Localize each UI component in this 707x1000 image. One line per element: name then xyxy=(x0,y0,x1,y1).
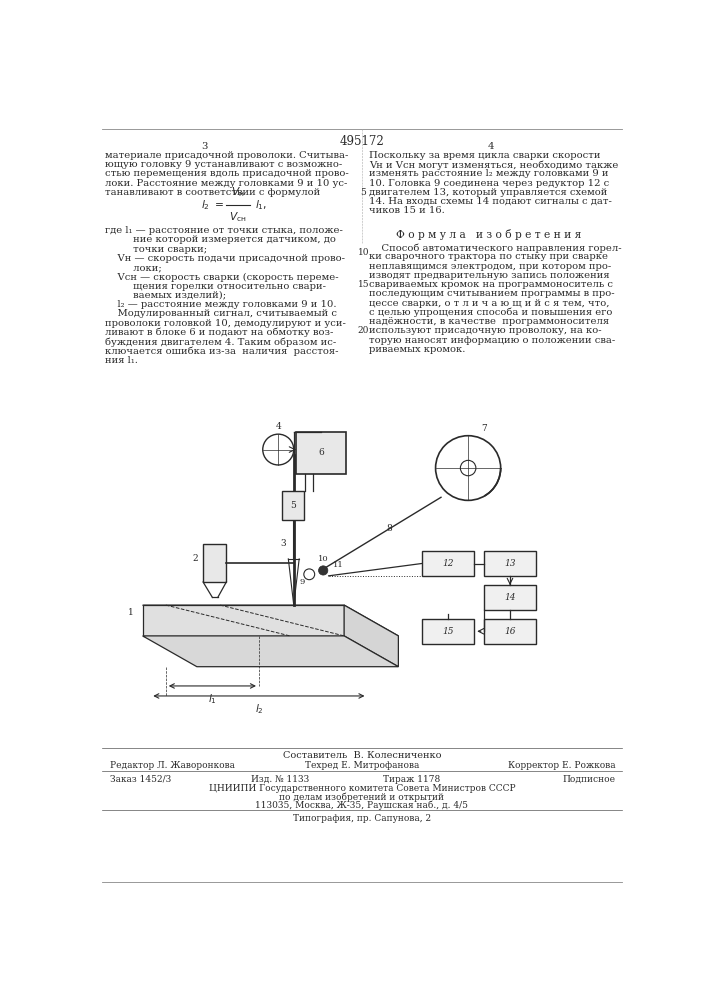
FancyBboxPatch shape xyxy=(484,619,537,644)
Text: неплавящимся электродом, при котором про-: неплавящимся электродом, при котором про… xyxy=(369,262,611,271)
Polygon shape xyxy=(344,605,398,667)
Text: Заказ 1452/3: Заказ 1452/3 xyxy=(110,774,171,784)
Text: Vн — скорость подачи присадочной прово-: Vн — скорость подачи присадочной прово- xyxy=(105,254,346,263)
Text: 5: 5 xyxy=(290,501,296,510)
Text: риваемых кромок.: риваемых кромок. xyxy=(369,345,465,354)
Text: локи;: локи; xyxy=(105,263,162,272)
Text: ключается ошибка из-за  наличия  расстоя-: ключается ошибка из-за наличия расстоя- xyxy=(105,346,339,356)
Text: $l_2$: $l_2$ xyxy=(201,198,210,212)
Text: ваемых изделий);: ваемых изделий); xyxy=(105,291,226,300)
FancyBboxPatch shape xyxy=(484,551,537,576)
Polygon shape xyxy=(143,636,398,667)
Text: Vн и Vсн могут изменяться, необходимо также: Vн и Vсн могут изменяться, необходимо та… xyxy=(369,160,619,170)
Text: 10: 10 xyxy=(358,248,369,257)
Text: 6: 6 xyxy=(318,448,324,457)
Text: ние которой измеряется датчиком, до: ние которой измеряется датчиком, до xyxy=(105,235,337,244)
Text: 5: 5 xyxy=(361,188,366,197)
FancyBboxPatch shape xyxy=(282,491,304,520)
Text: с целью упрощения способа и повышения его: с целью упрощения способа и повышения ег… xyxy=(369,308,612,317)
Text: 3: 3 xyxy=(201,142,208,151)
FancyBboxPatch shape xyxy=(484,585,537,610)
Text: 4: 4 xyxy=(488,142,495,151)
Text: $l_1,$: $l_1,$ xyxy=(255,198,267,212)
Text: ЦНИИПИ Государственного комитета Совета Министров СССР: ЦНИИПИ Государственного комитета Совета … xyxy=(209,784,515,793)
Text: 9: 9 xyxy=(300,578,305,586)
Text: 10: 10 xyxy=(318,555,329,563)
Text: щения горелки относительно свари-: щения горелки относительно свари- xyxy=(105,282,327,291)
FancyBboxPatch shape xyxy=(296,432,346,474)
Text: торую наносят информацию о положении сва-: торую наносят информацию о положении сва… xyxy=(369,336,615,345)
Text: проволоки головкой 10, демодулируют и уси-: проволоки головкой 10, демодулируют и ус… xyxy=(105,319,346,328)
Text: используют присадочную проволоку, на ко-: используют присадочную проволоку, на ко- xyxy=(369,326,602,335)
Text: 16: 16 xyxy=(504,627,515,636)
Text: $V_{\rm н}$: $V_{\rm н}$ xyxy=(231,186,245,199)
Text: последующим считыванием программы в про-: последующим считыванием программы в про- xyxy=(369,289,614,298)
Text: 113035, Москва, Ж-35, Раушская наб., д. 4/5: 113035, Москва, Ж-35, Раушская наб., д. … xyxy=(255,801,469,810)
Text: $V_{\rm сн}$: $V_{\rm сн}$ xyxy=(229,210,247,224)
FancyBboxPatch shape xyxy=(203,544,226,582)
Text: Vсн — скорость сварки (скорость переме-: Vсн — скорость сварки (скорость переме- xyxy=(105,272,339,282)
Text: ющую головку 9 устанавливают с возможно-: ющую головку 9 устанавливают с возможно- xyxy=(105,160,343,169)
Text: изменять расстояние l₂ между головками 9 и: изменять расстояние l₂ между головками 9… xyxy=(369,169,609,178)
Text: Редактор Л. Жаворонкова: Редактор Л. Жаворонкова xyxy=(110,761,235,770)
Text: ливают в блоке 6 и подают на обмотку воз-: ливают в блоке 6 и подают на обмотку воз… xyxy=(105,328,334,337)
Text: танавливают в соответствии с формулой: танавливают в соответствии с формулой xyxy=(105,188,321,197)
Text: 7: 7 xyxy=(481,424,486,433)
Text: 20: 20 xyxy=(358,326,369,335)
Text: цессе сварки, о т л и ч а ю щ и й с я тем, что,: цессе сварки, о т л и ч а ю щ и й с я те… xyxy=(369,299,609,308)
Text: 3: 3 xyxy=(281,539,286,548)
Text: 4: 4 xyxy=(275,422,281,431)
Text: двигателем 13, который управляется схемой: двигателем 13, который управляется схемо… xyxy=(369,188,607,197)
Text: Способ автоматического направления горел-: Способ автоматического направления горел… xyxy=(369,243,621,253)
Text: 11: 11 xyxy=(332,561,344,569)
Text: 15: 15 xyxy=(442,627,454,636)
Text: изводят предварительную запись положения: изводят предварительную запись положения xyxy=(369,271,609,280)
Text: Ф о р м у л а   и з о б р е т е н и я: Ф о р м у л а и з о б р е т е н и я xyxy=(397,229,582,240)
Text: ния l₁.: ния l₁. xyxy=(105,356,139,365)
Polygon shape xyxy=(143,605,344,636)
Text: $l_1$: $l_1$ xyxy=(208,692,217,706)
Text: надёжности, в качестве  программоносителя: надёжности, в качестве программоносителя xyxy=(369,317,609,326)
Text: =: = xyxy=(215,200,223,210)
Text: Техред Е. Митрофанова: Техред Е. Митрофанова xyxy=(305,761,419,770)
Text: Поскольку за время цикла сварки скорости: Поскольку за время цикла сварки скорости xyxy=(369,151,600,160)
Text: буждения двигателем 4. Таким образом ис-: буждения двигателем 4. Таким образом ис- xyxy=(105,337,337,347)
Text: 8: 8 xyxy=(387,524,392,533)
Text: 12: 12 xyxy=(442,559,454,568)
Text: 2: 2 xyxy=(192,554,198,563)
Text: ки сварочного трактора по стыку при сварке: ки сварочного трактора по стыку при свар… xyxy=(369,252,608,261)
Circle shape xyxy=(319,566,328,575)
Text: чиков 15 и 16.: чиков 15 и 16. xyxy=(369,206,445,215)
Text: материале присадочной проволоки. Считыва-: материале присадочной проволоки. Считыва… xyxy=(105,151,349,160)
Text: Модулированный сигнал, считываемый с: Модулированный сигнал, считываемый с xyxy=(105,309,337,318)
Text: 1: 1 xyxy=(128,608,134,617)
FancyBboxPatch shape xyxy=(421,551,474,576)
Text: Корректор Е. Рожкова: Корректор Е. Рожкова xyxy=(508,761,615,770)
Text: точки сварки;: точки сварки; xyxy=(105,245,208,254)
Text: 13: 13 xyxy=(504,559,515,568)
Text: Тираж 1178: Тираж 1178 xyxy=(383,774,440,784)
Text: Составитель  В. Колесниченко: Составитель В. Колесниченко xyxy=(283,751,441,760)
Text: Изд. № 1133: Изд. № 1133 xyxy=(251,774,310,784)
Text: 14: 14 xyxy=(504,593,515,602)
Text: Подписное: Подписное xyxy=(562,774,615,784)
Polygon shape xyxy=(143,605,398,636)
Text: локи. Расстояние между головками 9 и 10 ус-: локи. Расстояние между головками 9 и 10 … xyxy=(105,179,348,188)
Text: l₂ — расстояние между головками 9 и 10.: l₂ — расстояние между головками 9 и 10. xyxy=(105,300,337,309)
Text: стью перемещения вдоль присадочной прово-: стью перемещения вдоль присадочной прово… xyxy=(105,169,349,178)
Text: 10. Головка 9 соединена через редуктор 12 с: 10. Головка 9 соединена через редуктор 1… xyxy=(369,179,609,188)
Text: $l_2$: $l_2$ xyxy=(255,702,263,716)
Text: 14. На входы схемы 14 подают сигналы с дат-: 14. На входы схемы 14 подают сигналы с д… xyxy=(369,197,612,206)
Text: по делам изобретений и открытий: по делам изобретений и открытий xyxy=(279,792,445,802)
Text: Типография, пр. Сапунова, 2: Типография, пр. Сапунова, 2 xyxy=(293,814,431,823)
Text: 495172: 495172 xyxy=(339,135,385,148)
Text: свариваемых кромок на программоноситель с: свариваемых кромок на программоноситель … xyxy=(369,280,613,289)
Text: 15: 15 xyxy=(358,280,369,289)
FancyBboxPatch shape xyxy=(421,619,474,644)
Text: где l₁ — расстояние от точки стыка, положе-: где l₁ — расстояние от точки стыка, поло… xyxy=(105,226,344,235)
